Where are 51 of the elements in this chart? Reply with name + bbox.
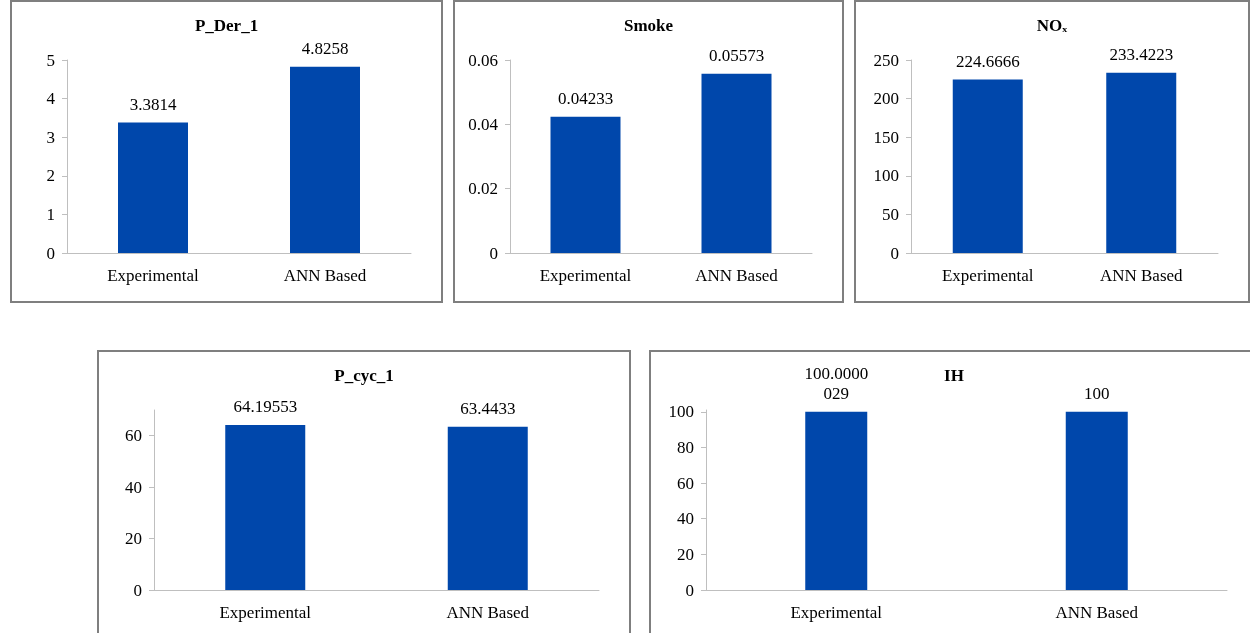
- y-tick-label: 20: [125, 529, 142, 549]
- y-tick-label: 0: [489, 243, 498, 263]
- y-tick-label: 0.02: [468, 179, 498, 199]
- chart-title: IH: [944, 366, 964, 385]
- chart-title: Smoke: [623, 16, 674, 35]
- y-tick-label: 5: [46, 50, 55, 70]
- y-tick-label: 0: [46, 243, 55, 263]
- y-tick-label: 0.04: [468, 114, 499, 134]
- y-tick-label: 50: [882, 204, 899, 224]
- y-tick-label: 3: [46, 127, 55, 147]
- data-label: 100: [1084, 384, 1110, 404]
- y-tick-label: 80: [677, 437, 694, 457]
- y-tick-label: 0: [133, 580, 142, 600]
- y-tick-label: 100: [873, 166, 899, 186]
- x-tick-label: ANN Based: [283, 266, 367, 285]
- data-label: 0.04233: [557, 89, 614, 109]
- x-tick-label: ANN Based: [1099, 266, 1184, 285]
- data-label: 100.0000 029: [804, 364, 869, 404]
- y-tick-label: 60: [125, 426, 142, 446]
- y-tick-label: 20: [677, 544, 694, 564]
- y-tick-label: 2: [46, 166, 55, 186]
- data-label: 4.8258: [301, 39, 349, 59]
- y-tick-label: 40: [125, 477, 142, 497]
- y-tick-label: 0: [890, 243, 899, 263]
- chart-title: P_Der_1: [194, 16, 259, 35]
- y-tick-label: 1: [46, 204, 55, 224]
- x-tick-label: ANN Based: [695, 266, 779, 285]
- x-tick-label: Experimental: [539, 266, 632, 285]
- data-label: 0.05573: [708, 46, 765, 66]
- data-label: 64.19553: [233, 397, 298, 417]
- y-tick-label: 150: [873, 127, 899, 147]
- x-tick-label: Experimental: [941, 266, 1034, 285]
- x-tick-label: Experimental: [790, 603, 883, 622]
- y-tick-label: 40: [677, 509, 694, 529]
- x-tick-label: ANN Based: [446, 603, 530, 622]
- y-tick-label: 200: [873, 89, 899, 109]
- x-tick-label: Experimental: [107, 266, 200, 285]
- y-tick-label: 60: [677, 473, 694, 493]
- y-tick-label: 100: [668, 402, 694, 422]
- y-tick-label: 4: [46, 89, 56, 109]
- chart-title: NOₓ: [1036, 16, 1068, 35]
- y-tick-label: 0.06: [468, 50, 498, 70]
- data-label: 233.4223: [1109, 45, 1174, 65]
- y-tick-label: 250: [873, 50, 899, 70]
- data-label: 3.3814: [129, 94, 177, 114]
- data-label: 63.4433: [460, 399, 516, 419]
- y-tick-label: 0: [685, 580, 694, 600]
- x-tick-label: Experimental: [219, 603, 312, 622]
- x-tick-label: ANN Based: [1055, 603, 1139, 622]
- chart-title: P_cyc_1: [334, 366, 394, 385]
- data-label: 224.6666: [955, 52, 1020, 72]
